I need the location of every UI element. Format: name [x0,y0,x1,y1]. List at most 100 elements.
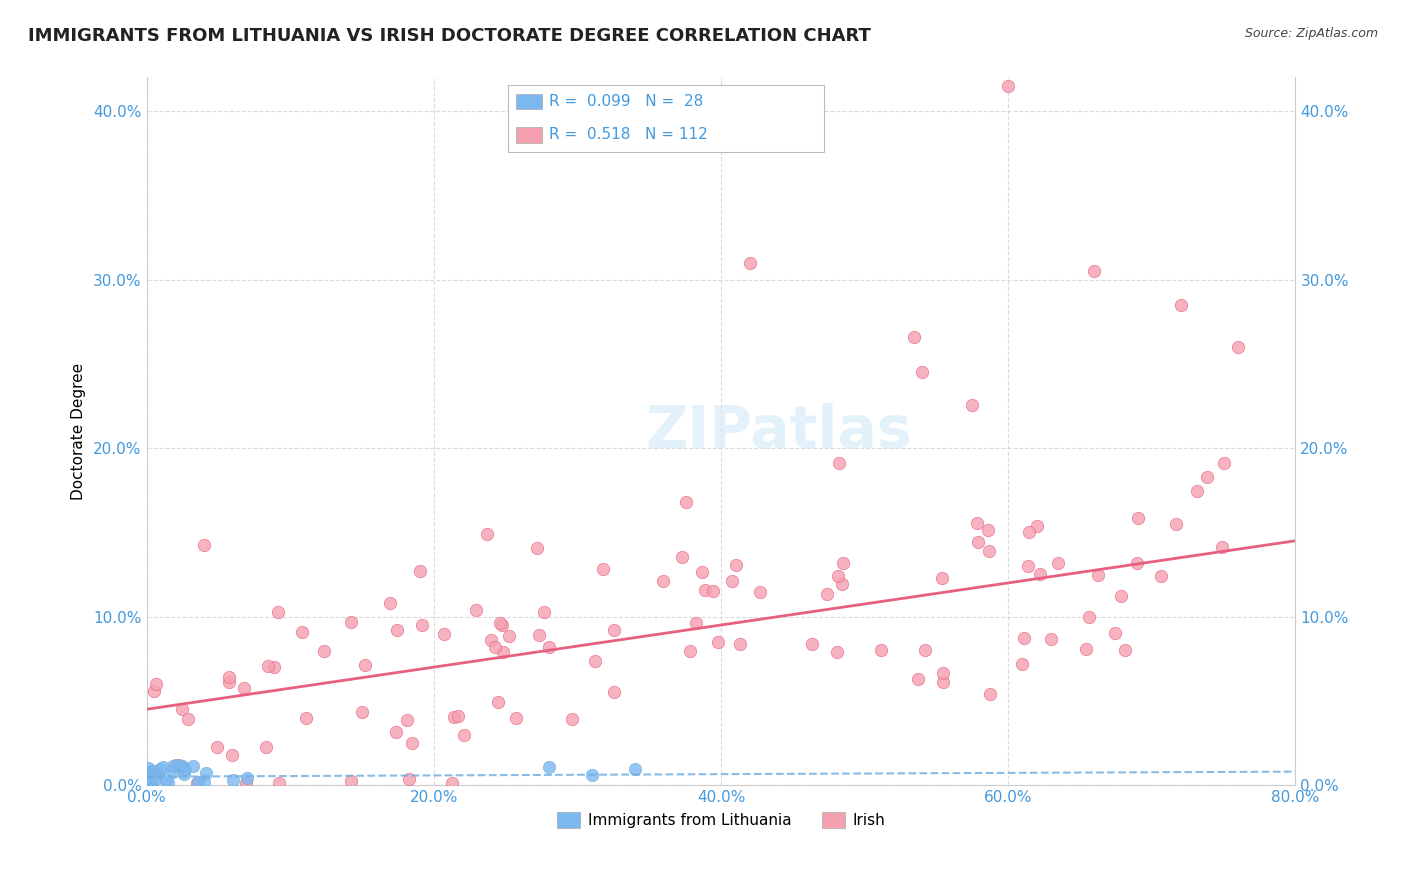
Point [967,534,990,549]
Point [914,643,936,657]
Point [173,767,195,781]
Point [702,584,724,599]
Point [1076,641,1098,656]
Point [136,761,159,775]
Point [385,725,408,739]
Point [146,767,169,781]
Point [162,765,184,780]
Point [738,256,761,270]
Point [263,660,285,674]
FancyBboxPatch shape [516,94,541,110]
Point [498,629,520,643]
Point [411,618,433,632]
Text: R =  0.518   N = 112: R = 0.518 N = 112 [548,128,707,142]
Point [257,658,280,673]
Point [181,759,204,773]
Point [1018,524,1040,539]
Point [443,710,465,724]
Point [235,776,257,790]
Point [440,776,463,790]
Point [149,762,172,776]
Point [966,516,988,530]
Point [475,526,498,541]
Point [997,78,1019,93]
Point [186,776,208,790]
Point [295,711,318,725]
Point [453,728,475,742]
Point [911,365,934,379]
Point [152,759,174,773]
Point [1227,340,1250,354]
Point [174,762,197,776]
Point [218,674,240,689]
Point [526,541,548,555]
Point [1017,558,1039,573]
Point [479,633,502,648]
Point [728,637,751,651]
Point [340,774,363,789]
Point [486,695,509,709]
Point [827,456,849,470]
Point [505,711,527,725]
Point [187,774,209,789]
Point [156,776,179,790]
Point [193,775,215,789]
Point [1211,540,1233,554]
FancyBboxPatch shape [509,85,824,152]
Point [1104,626,1126,640]
Point [1025,519,1047,533]
Point [136,773,159,788]
Point [675,495,697,509]
Point [651,574,673,588]
Text: R =  0.099   N =  28: R = 0.099 N = 28 [548,94,703,109]
Text: IMMIGRANTS FROM LITHUANIA VS IRISH DOCTORATE DEGREE CORRELATION CHART: IMMIGRANTS FROM LITHUANIA VS IRISH DOCTO… [28,27,870,45]
Point [721,574,744,588]
Point [903,330,925,344]
Point [172,702,194,716]
Point [1185,483,1208,498]
Point [193,538,215,552]
Point [491,645,513,659]
Point [145,772,167,786]
Point [527,628,550,642]
Point [267,605,290,619]
Point [1109,590,1132,604]
Point [1028,567,1050,582]
Point [145,677,167,691]
Point [141,775,163,789]
Point [679,644,702,658]
Point [827,569,849,583]
Point [387,624,409,638]
Point [141,768,163,782]
Point [1126,510,1149,524]
FancyBboxPatch shape [516,127,541,143]
Point [155,772,177,787]
Point [537,759,560,773]
Point [685,616,707,631]
Point [724,558,747,573]
Text: ZIPatlas: ZIPatlas [645,403,911,459]
Point [1012,631,1035,645]
Point [1164,516,1187,531]
Point [207,739,229,754]
Point [222,772,245,787]
Point [537,640,560,655]
Point [603,684,626,698]
Point [398,772,420,787]
Point [907,673,929,687]
Point [195,766,218,780]
Point [267,776,290,790]
Point [401,736,423,750]
Point [1011,657,1033,671]
Point [143,683,166,698]
Point [353,657,375,672]
Point [1212,456,1234,470]
Point [433,627,456,641]
Point [602,624,624,638]
Point [693,582,716,597]
Point [692,565,714,579]
Point [236,771,259,785]
Point [1150,568,1173,582]
Point [489,615,512,630]
Point [825,645,848,659]
